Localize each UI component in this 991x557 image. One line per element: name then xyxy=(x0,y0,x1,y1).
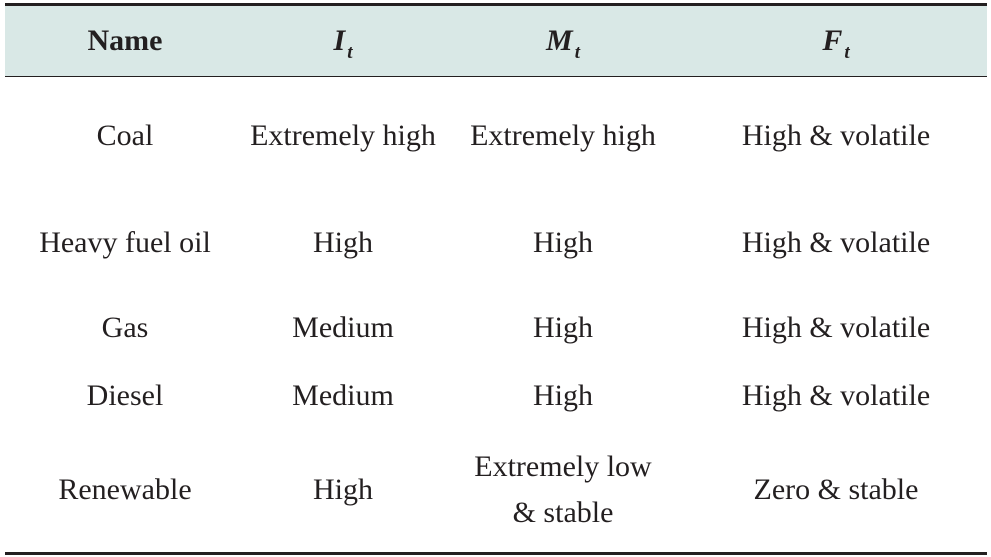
cell-ft: High & volatile xyxy=(741,226,931,259)
header-mt-subscript: t xyxy=(574,42,580,63)
header-it-symbol: I xyxy=(333,24,346,57)
cell-ft: High & volatile xyxy=(741,118,931,152)
table-row: Coal Extremely high Extremely high High … xyxy=(5,77,987,195)
cell-name: Heavy fuel oil xyxy=(39,226,211,259)
header-mt-symbol: M xyxy=(546,24,573,57)
cell-mt: Extremely low & stable xyxy=(441,427,685,555)
cell-ft: Zero & stable xyxy=(685,427,987,555)
cell-mt: High xyxy=(533,310,593,344)
cell-ft: High & volatile xyxy=(741,378,931,412)
cell-mt: High xyxy=(533,226,593,259)
header-it-subscript: t xyxy=(347,42,353,63)
cell-it: Medium xyxy=(292,310,394,344)
header-name-label: Name xyxy=(87,24,163,57)
header-ft-subscript: t xyxy=(844,42,850,63)
cell-mt: High xyxy=(533,378,593,412)
cell-it: Extremely high xyxy=(250,118,436,152)
table-body: Coal Extremely high Extremely high High … xyxy=(5,77,987,555)
cell-mt: Extremely high xyxy=(470,118,656,152)
cell-it: Medium xyxy=(292,378,394,412)
cell-name: Coal xyxy=(96,118,154,152)
table-row: Heavy fuel oil High High High & volatile xyxy=(5,195,987,292)
cell-it: High xyxy=(245,427,441,555)
table-row: Diesel Medium High High & volatile xyxy=(5,364,987,428)
header-ft-symbol: F xyxy=(822,24,843,57)
cell-it: High xyxy=(313,226,373,259)
cell-ft: High & volatile xyxy=(741,310,931,344)
cell-name: Diesel xyxy=(86,378,164,412)
table-row: Gas Medium High High & volatile xyxy=(5,292,987,364)
table-row: Renewable High Extremely low & stable Ze… xyxy=(5,427,987,555)
cell-name: Renewable xyxy=(5,427,245,555)
cell-name: Gas xyxy=(101,310,149,344)
header-name: Name xyxy=(5,3,245,77)
